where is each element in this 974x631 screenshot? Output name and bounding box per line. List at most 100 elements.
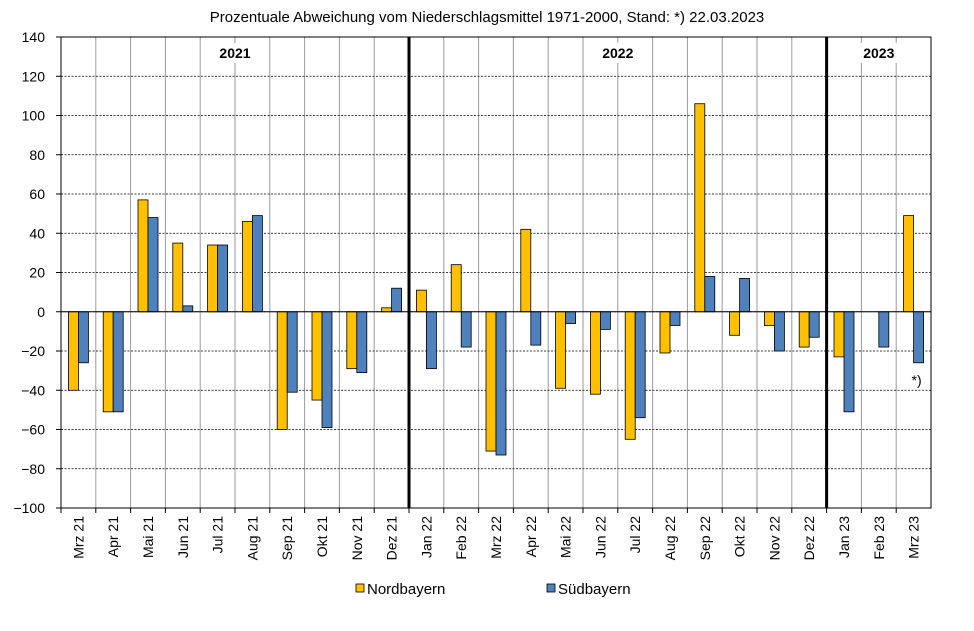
bar-nordbayern-sep-21 <box>276 311 288 430</box>
x-tick-label: Jan 22 <box>418 516 434 558</box>
y-tick-label: 120 <box>22 68 46 84</box>
y-tick-label: −20 <box>21 343 45 359</box>
bar-group <box>68 103 924 456</box>
legend: Nordbayern Südbayern <box>355 581 631 598</box>
bar-nordbayern-jun-21 <box>172 242 184 313</box>
x-tick-label: Jun 21 <box>175 516 191 558</box>
bar-nordbayern-nov-22 <box>764 311 775 326</box>
x-tick-labels: Mrz 21 Apr 21 Mai 21 Jun 21 Jul 21 Aug 21 Sep … <box>60 508 922 561</box>
x-tick-label: Mrz 21 <box>70 516 86 559</box>
bar-nordbayern-apr-22 <box>520 228 532 313</box>
bar-südbayern-jul-21 <box>217 244 229 313</box>
y-tick-label: 100 <box>22 108 46 124</box>
x-tick-label: Dez 21 <box>384 516 400 561</box>
bar-südbayern-apr-22 <box>530 311 542 346</box>
bar-nordbayern-mai-21 <box>137 199 149 313</box>
x-tick-label: Aug 21 <box>244 516 260 561</box>
x-tick-label: Feb 23 <box>871 516 887 560</box>
bar-nordbayern-jan-22 <box>415 289 427 313</box>
bar-nordbayern-dez-21 <box>381 307 393 313</box>
bar-nordbayern-mrz-21 <box>68 311 79 391</box>
year-label-box <box>853 43 904 63</box>
x-tick-label: Jun 22 <box>592 516 608 558</box>
bar-nordbayern-aug-22 <box>659 311 671 354</box>
bar-südbayern-mrz-21 <box>78 311 89 364</box>
bar-südbayern-nov-22 <box>774 311 785 352</box>
year-label: 2023 <box>863 45 894 61</box>
bar-nordbayern-okt-22 <box>729 311 740 336</box>
bar-nordbayern-okt-21 <box>311 311 323 401</box>
bar-nordbayern-jul-22 <box>624 311 636 440</box>
y-tick-labels: −100 −80 −60 −40 −20 0 20 40 60 80 100 120 140 <box>13 29 61 516</box>
y-tick-label: −80 <box>21 461 45 477</box>
bar-südbayern-sep-22 <box>704 276 716 313</box>
bar-nordbayern-jun-22 <box>590 311 601 395</box>
x-tick-label: Mrz 22 <box>488 516 504 559</box>
x-tick-label: Sep 21 <box>279 516 295 561</box>
bar-südbayern-mrz-23 <box>913 311 924 364</box>
legend-swatch-nordbayern <box>355 583 365 593</box>
y-tick-label: 0 <box>37 304 45 320</box>
x-tick-label: Okt 21 <box>314 516 330 557</box>
x-tick-label: Apr 21 <box>105 516 121 557</box>
bar-südbayern-aug-21 <box>251 215 263 313</box>
x-tick-label: Mrz 23 <box>906 516 922 559</box>
y-tick-label: 80 <box>29 147 45 163</box>
bar-nordbayern-jul-21 <box>207 244 219 313</box>
year-label: 2021 <box>219 45 250 61</box>
bar-südbayern-sep-21 <box>286 311 298 393</box>
bar-nordbayern-apr-21 <box>102 311 114 413</box>
bar-südbayern-apr-21 <box>112 311 124 413</box>
bar-südbayern-mai-22 <box>565 311 576 324</box>
annotation-label: *) <box>912 372 922 388</box>
y-tick-label: −40 <box>21 382 45 398</box>
year-label: 2022 <box>602 45 633 61</box>
bar-südbayern-dez-22 <box>808 311 820 338</box>
x-tick-label: Jan 23 <box>836 516 852 558</box>
x-tick-label: Nov 21 <box>349 516 365 561</box>
x-tick-label: Jul 21 <box>210 516 226 554</box>
bar-südbayern-nov-21 <box>356 311 368 373</box>
bar-nordbayern-aug-21 <box>241 221 253 313</box>
year-label-box <box>210 43 260 63</box>
bar-südbayern-okt-22 <box>739 277 750 313</box>
x-tick-label: Feb 22 <box>453 516 469 560</box>
bar-südbayern-jun-21 <box>182 305 194 313</box>
bar-südbayern-jan-22 <box>425 311 437 370</box>
y-tick-label: 20 <box>29 265 45 281</box>
bar-südbayern-okt-21 <box>321 311 333 428</box>
bar-südbayern-jan-23 <box>843 311 855 413</box>
bar-nordbayern-nov-21 <box>346 311 358 370</box>
bar-südbayern-dez-21 <box>391 287 403 313</box>
bar-südbayern-mrz-22 <box>495 311 507 456</box>
bar-nordbayern-jan-23 <box>833 311 845 358</box>
y-tick-label: 60 <box>29 186 45 202</box>
y-tick-label: −100 <box>13 500 45 516</box>
legend-label-südbayern: Südbayern <box>558 581 631 598</box>
x-tick-label: Nov 22 <box>766 516 782 561</box>
bar-südbayern-jul-22 <box>634 311 646 419</box>
bar-nordbayern-mrz-23 <box>903 215 914 313</box>
bar-südbayern-jun-22 <box>600 311 611 330</box>
bar-nordbayern-feb-22 <box>450 264 462 313</box>
x-tick-label: Mai 21 <box>140 516 156 558</box>
x-tick-label: Mai 22 <box>558 516 574 558</box>
x-tick-label: Jul 22 <box>627 516 643 554</box>
y-tick-label: 40 <box>29 225 45 241</box>
bar-nordbayern-mai-22 <box>555 311 566 389</box>
chart-title: Prozentuale Abweichung vom Niederschlags… <box>209 9 765 26</box>
x-tick-label: Aug 22 <box>662 516 678 561</box>
x-tick-label: Dez 22 <box>801 516 817 561</box>
bar-nordbayern-mrz-22 <box>485 311 497 452</box>
bar-nordbayern-dez-22 <box>798 311 810 348</box>
legend-label-nordbayern: Nordbayern <box>367 581 445 598</box>
bar-südbayern-mai-21 <box>147 217 159 313</box>
bar-südbayern-aug-22 <box>669 311 681 326</box>
year-label-box <box>592 43 643 63</box>
y-tick-label: 140 <box>22 29 46 45</box>
legend-swatch-südbayern <box>546 583 556 593</box>
y-tick-label: −60 <box>21 422 45 438</box>
x-tick-label: Okt 22 <box>732 516 748 557</box>
year-labels: 2021 2022 2023 <box>210 43 904 63</box>
